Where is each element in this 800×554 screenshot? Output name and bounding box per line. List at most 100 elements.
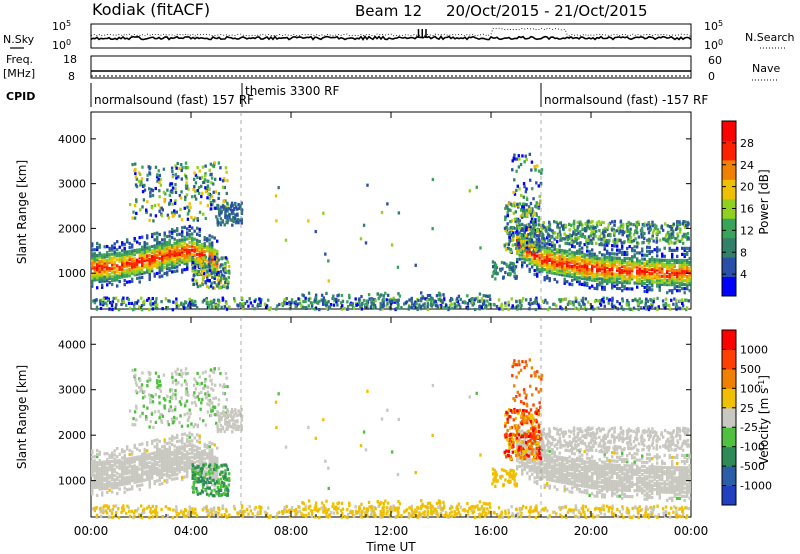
data-cell — [516, 434, 519, 438]
data-cell — [633, 281, 636, 285]
data-cell — [91, 455, 94, 459]
data-cell — [201, 474, 204, 478]
data-cell — [602, 228, 605, 232]
data-cell — [148, 277, 151, 282]
data-cell — [103, 269, 106, 273]
data-cell — [171, 438, 174, 443]
data-cell — [203, 442, 206, 447]
data-cell — [98, 271, 101, 276]
data-cell — [153, 461, 156, 465]
data-cell — [535, 181, 538, 185]
data-cell — [123, 466, 126, 470]
data-cell — [116, 447, 119, 451]
data-cell — [230, 201, 234, 205]
data-cell — [148, 456, 151, 460]
data-cell — [91, 272, 94, 276]
data-cell — [101, 283, 104, 287]
data-cell — [583, 255, 586, 259]
data-cell — [601, 287, 604, 291]
data-cell — [211, 477, 214, 481]
data-cell — [138, 459, 141, 463]
data-cell — [138, 467, 141, 471]
data-cell — [569, 300, 572, 304]
data-cell — [159, 183, 163, 187]
data-cell — [606, 226, 610, 230]
power-ylabel: Slant Range [km] — [15, 160, 29, 264]
data-cell — [678, 226, 681, 231]
data-cell — [603, 277, 606, 281]
data-cell — [636, 285, 639, 289]
data-cell — [537, 223, 540, 227]
data-cell — [111, 248, 114, 252]
data-cell — [655, 232, 658, 236]
data-cell — [355, 303, 358, 307]
data-cell — [126, 240, 129, 244]
data-cell — [96, 286, 99, 290]
data-cell — [504, 217, 507, 222]
data-cell — [106, 474, 109, 478]
data-cell — [257, 303, 260, 307]
data-cell — [598, 281, 601, 285]
data-cell — [561, 273, 564, 277]
data-cell — [668, 248, 671, 252]
data-cell — [613, 284, 616, 288]
data-cell — [573, 263, 576, 267]
data-cell — [561, 271, 564, 275]
data-cell — [216, 263, 219, 267]
data-cell — [647, 307, 651, 312]
data-cell — [186, 231, 189, 235]
data-cell — [611, 274, 614, 278]
data-cell — [634, 237, 637, 241]
data-cell — [678, 281, 681, 285]
data-cell — [103, 275, 106, 279]
data-cell — [559, 221, 562, 225]
data-cell — [106, 255, 109, 259]
data-cell — [641, 257, 644, 261]
power-colorbar-tick: 24 — [740, 159, 754, 172]
data-cell — [611, 256, 614, 260]
data-cell — [553, 475, 556, 479]
data-cell — [96, 247, 99, 252]
data-cell — [91, 276, 94, 280]
data-cell — [133, 216, 137, 220]
data-cell — [341, 304, 344, 308]
data-cell — [288, 303, 292, 307]
data-cell — [141, 257, 144, 261]
data-cell — [586, 265, 589, 269]
data-cell — [173, 448, 176, 452]
data-cell — [201, 449, 204, 454]
data-cell — [217, 282, 221, 286]
data-cell — [336, 303, 339, 307]
data-cell — [601, 257, 604, 261]
data-cell — [620, 241, 623, 245]
data-cell — [106, 478, 109, 482]
data-cell — [178, 459, 181, 464]
data-cell — [181, 234, 184, 238]
data-cell — [136, 472, 139, 476]
data-cell — [613, 264, 616, 268]
data-cell — [168, 268, 171, 272]
data-cell — [139, 172, 142, 177]
data-cell — [213, 276, 216, 280]
data-cell — [158, 271, 161, 275]
data-cell — [205, 296, 209, 301]
data-cell — [527, 247, 530, 251]
data-cell — [431, 227, 434, 231]
data-cell — [204, 216, 207, 221]
data-cell — [600, 241, 603, 245]
data-cell — [93, 477, 96, 481]
data-cell — [180, 190, 183, 194]
data-cell — [186, 452, 189, 456]
data-cell — [168, 238, 171, 242]
data-cell — [613, 233, 616, 237]
data-cell — [598, 263, 601, 267]
data-cell — [194, 303, 197, 307]
data-cell — [548, 264, 551, 269]
data-cell — [566, 471, 569, 475]
data-cell — [193, 241, 196, 245]
data-cell — [586, 225, 590, 229]
data-cell — [183, 467, 186, 471]
data-cell — [141, 247, 144, 251]
data-cell — [103, 265, 106, 269]
data-cell — [390, 299, 393, 303]
